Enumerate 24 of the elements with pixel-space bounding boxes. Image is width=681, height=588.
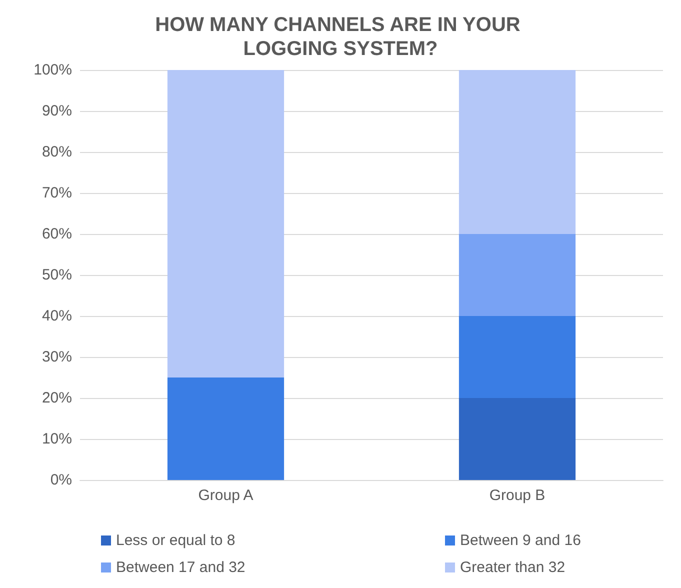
legend-label: Greater than 32 <box>460 559 566 576</box>
chart-title: HOW MANY CHANNELS ARE IN YOUR LOGGING SYSTEM? <box>155 14 526 60</box>
x-tick-label: Group B <box>489 487 546 504</box>
y-tick-label: 20% <box>42 390 72 406</box>
bar <box>458 316 576 398</box>
bar <box>167 378 284 480</box>
y-tick-label: 60% <box>42 226 72 242</box>
y-tick-label: 40% <box>42 308 72 324</box>
y-tick-label: 90% <box>42 102 72 120</box>
legend-label: Less or equal to 8 <box>116 532 236 549</box>
y-tick-label: 100% <box>34 62 72 78</box>
y-tick-label: 80% <box>42 144 72 160</box>
y-tick-label: 50% <box>42 266 72 284</box>
bar <box>167 70 284 378</box>
y-tick-label: 10% <box>42 430 72 448</box>
y-tick-label: 70% <box>42 184 72 202</box>
legend-label: Between 17 and 32 <box>116 559 246 576</box>
x-tick-label: Group A <box>198 487 254 504</box>
bar <box>458 70 576 234</box>
legend-label: Between 9 and 16 <box>460 532 581 549</box>
y-tick-label: 30% <box>42 348 72 366</box>
bar <box>458 398 576 480</box>
bar <box>458 234 576 316</box>
y-tick-label: 0% <box>50 472 72 488</box>
